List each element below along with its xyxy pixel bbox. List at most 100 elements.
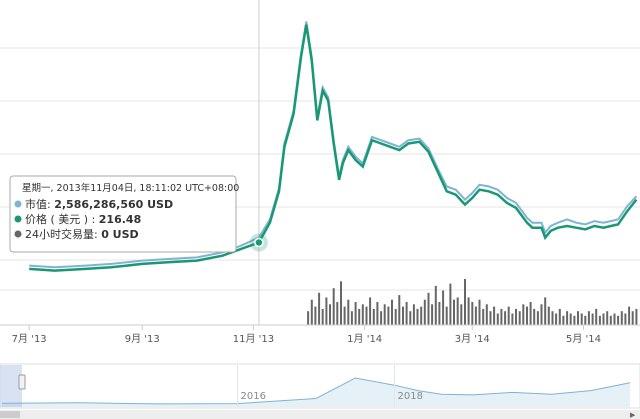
tooltip-volume-value: 0 USD	[101, 228, 138, 241]
volume-bar	[602, 313, 605, 325]
volume-bar	[314, 306, 317, 325]
volume-bar	[343, 306, 346, 325]
volume-bar	[591, 313, 594, 325]
volume-bar	[460, 304, 463, 325]
market-cap-line	[29, 21, 638, 269]
volume-bar	[365, 306, 368, 325]
volume-bar	[518, 311, 521, 325]
volume-bar	[562, 315, 565, 325]
volume-bar	[310, 299, 313, 325]
navigator-year-label: 2016	[241, 391, 266, 402]
navigator-selection[interactable]	[0, 365, 22, 407]
volume-bar	[431, 304, 434, 325]
navigator-frame	[0, 363, 640, 409]
price-line	[29, 24, 638, 272]
volume-bar	[577, 311, 579, 325]
range-navigator[interactable]: 2016 2018 ▶	[0, 363, 640, 419]
grid-lines	[0, 47, 640, 291]
scroll-right-icon[interactable]: ▶	[630, 411, 636, 419]
volume-bar	[529, 302, 532, 325]
volume-bar	[376, 302, 379, 325]
volume-bar	[318, 292, 321, 325]
volume-bar	[489, 311, 492, 325]
volume-bar	[631, 311, 634, 325]
x-tick-label: 9月 '13	[125, 333, 160, 345]
x-tick-label: 5月 '14	[566, 333, 601, 345]
volume-bar	[372, 308, 375, 325]
volume-bar	[620, 311, 623, 325]
volume-bar	[464, 279, 466, 325]
volume-bar	[540, 304, 543, 325]
volume-bar	[533, 308, 536, 325]
volume-bar	[394, 308, 397, 325]
volume-bar	[471, 302, 474, 325]
volume-bar	[321, 308, 324, 325]
volume-bar	[383, 304, 386, 325]
volume-bar	[584, 315, 587, 325]
volume-bar	[387, 306, 390, 325]
volume-bar	[442, 290, 445, 325]
volume-bar	[544, 297, 547, 325]
tooltip-box	[9, 175, 237, 253]
navigator-handle[interactable]	[18, 374, 26, 390]
volume-bar	[445, 306, 448, 325]
x-tick-label: 7月 '13	[12, 333, 47, 345]
volume-bar	[467, 297, 470, 325]
volume-bar	[402, 306, 404, 325]
volume-bar	[573, 315, 576, 325]
volume-bar	[522, 304, 525, 325]
volume-bar	[580, 313, 583, 325]
volume-bar	[478, 299, 481, 325]
volume-bar	[482, 308, 485, 325]
tooltip-price-value: 216.48	[99, 213, 141, 226]
tooltip-price-label: 价格 ( 美元 ) :	[25, 212, 99, 226]
volume-bar	[340, 281, 342, 325]
navigator-year-labels: 2016 2018	[237, 365, 423, 407]
navigator-scrollbar[interactable]	[0, 410, 640, 419]
tooltip-swatch-price	[14, 215, 22, 223]
volume-bar	[558, 308, 561, 325]
volume-bar	[504, 311, 507, 325]
data-tooltip: 星期一, 2013年11月04日, 18:11:02 UTC+08:00 市值:…	[9, 175, 239, 253]
x-tick-label: 1月 '14	[347, 333, 382, 345]
volume-bar	[453, 299, 455, 325]
volume-bar	[474, 306, 477, 325]
volume-bar	[555, 313, 558, 325]
volume-bar	[347, 299, 350, 325]
volume-bar	[628, 306, 631, 325]
tooltip-market-cap: 市值: 2,586,286,560 USD	[25, 197, 173, 211]
volume-bar	[617, 315, 620, 325]
volume-bar	[336, 302, 339, 325]
volume-bar	[595, 308, 598, 325]
x-tick-label: 3月 '14	[455, 333, 490, 345]
volume-bar	[507, 306, 510, 325]
tooltip-market-cap-value: 2,586,286,560 USD	[54, 198, 173, 211]
volume-bar	[493, 306, 496, 325]
volume-bar	[496, 313, 499, 325]
volume-bar	[609, 315, 612, 325]
volume-bar	[420, 306, 423, 325]
volume-bar	[606, 311, 609, 325]
volume-bar	[423, 299, 426, 325]
volume-bar	[438, 302, 441, 325]
navigator-line	[1, 377, 631, 405]
volume-bar	[332, 288, 335, 325]
volume-bar	[515, 308, 517, 325]
tooltip-volume: 24小时交易量: 0 USD	[25, 227, 139, 241]
volume-bar	[416, 308, 419, 325]
volume-bar	[635, 308, 638, 325]
tooltip-volume-label: 24小时交易量:	[25, 227, 101, 241]
x-tick-label: 11月 '13	[233, 333, 274, 345]
x-axis-ticks: 7月 '13 9月 '13 11月 '13 1月 '14 3月 '14 5月 '14	[12, 325, 601, 345]
tooltip-price: 价格 ( 美元 ) : 216.48	[25, 212, 141, 226]
volume-bar	[613, 313, 616, 325]
volume-bar	[449, 283, 452, 325]
scrollbar-thumb[interactable]	[0, 411, 20, 418]
volume-bar	[350, 311, 353, 325]
volume-bar	[526, 306, 528, 325]
volume-bar	[405, 302, 408, 325]
volume-bar	[434, 285, 437, 325]
volume-bar	[412, 304, 415, 325]
tooltip-swatch-market-cap	[14, 200, 22, 208]
